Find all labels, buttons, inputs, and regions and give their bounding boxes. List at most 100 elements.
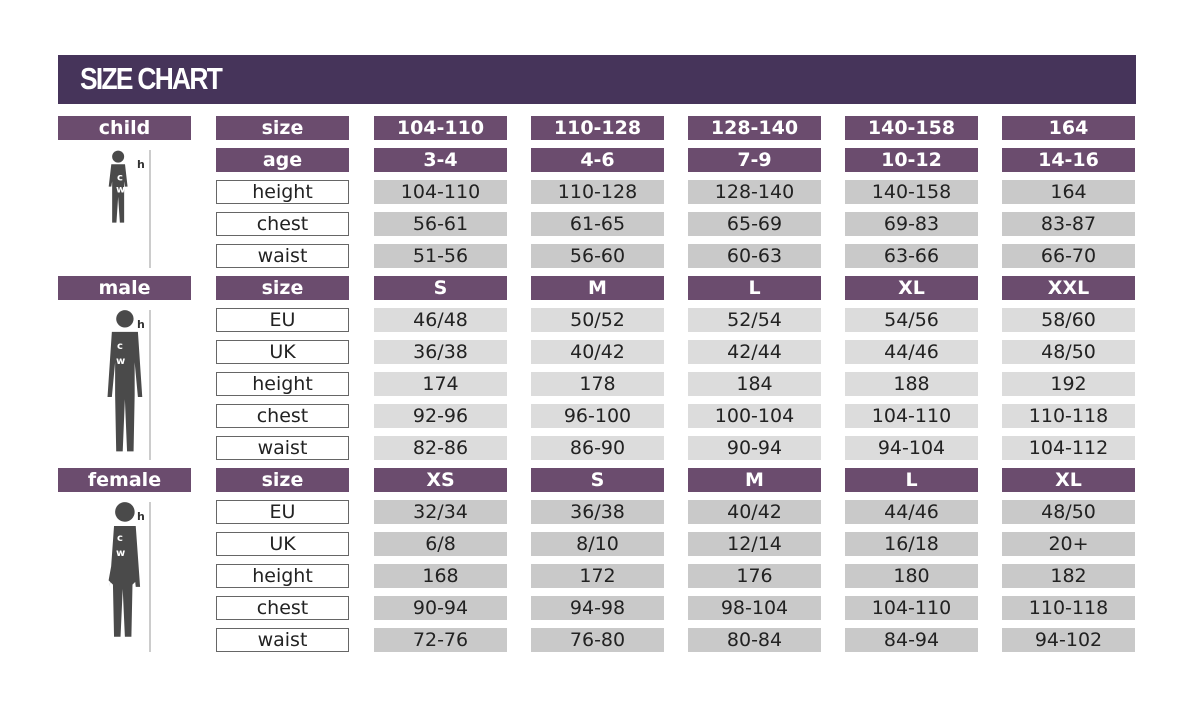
chest-marker: c [117, 172, 123, 183]
table-cell: 110-118 [1002, 596, 1135, 620]
row-label: chest [216, 404, 349, 428]
row-label: waist [216, 436, 349, 460]
table-cell: 40/42 [688, 500, 821, 524]
table-cell: 192 [1002, 372, 1135, 396]
table-cell: 188 [845, 372, 978, 396]
waist-marker: w [116, 184, 125, 195]
table-cell: 164 [1002, 180, 1135, 204]
page-title: SIZE CHART [80, 61, 223, 96]
header-cell: 4-6 [531, 148, 664, 172]
table-cell: 6/8 [374, 532, 507, 556]
row-label: waist [216, 244, 349, 268]
header-cell: S [374, 276, 507, 300]
table-cell: 110-118 [1002, 404, 1135, 428]
header-label: size [216, 116, 349, 140]
table-cell: 12/14 [688, 532, 821, 556]
table-cell: 104-110 [374, 180, 507, 204]
table-cell: 82-86 [374, 436, 507, 460]
header-cell: 3-4 [374, 148, 507, 172]
header-cell: 104-110 [374, 116, 507, 140]
table-cell: 90-94 [688, 436, 821, 460]
height-marker: h [137, 510, 145, 523]
table-cell: 104-112 [1002, 436, 1135, 460]
table-cell: 104-110 [845, 596, 978, 620]
table-cell: 98-104 [688, 596, 821, 620]
table-cell: 94-102 [1002, 628, 1135, 652]
table-cell: 182 [1002, 564, 1135, 588]
header-cell: 140-158 [845, 116, 978, 140]
table-cell: 48/50 [1002, 500, 1135, 524]
header-cell: L [688, 276, 821, 300]
table-cell: 94-98 [531, 596, 664, 620]
table-cell: 83-87 [1002, 212, 1135, 236]
height-marker: h [137, 318, 145, 331]
table-cell: 140-158 [845, 180, 978, 204]
table-cell: 100-104 [688, 404, 821, 428]
row-label: height [216, 180, 349, 204]
row-label: height [216, 564, 349, 588]
table-cell: 51-56 [374, 244, 507, 268]
table-cell: 36/38 [374, 340, 507, 364]
table-cell: 110-128 [531, 180, 664, 204]
table-cell: 94-104 [845, 436, 978, 460]
row-label: EU [216, 308, 349, 332]
table-cell: 65-69 [688, 212, 821, 236]
table-cell: 176 [688, 564, 821, 588]
table-cell: 63-66 [845, 244, 978, 268]
header-label: age [216, 148, 349, 172]
table-cell: 184 [688, 372, 821, 396]
chest-marker: c [117, 533, 123, 544]
header-cell: M [531, 276, 664, 300]
table-cell: 104-110 [845, 404, 978, 428]
row-label: waist [216, 628, 349, 652]
height-marker: h [137, 158, 145, 171]
table-cell: 174 [374, 372, 507, 396]
table-cell: 72-76 [374, 628, 507, 652]
waist-marker: w [116, 548, 125, 559]
table-cell: 44/46 [845, 340, 978, 364]
header-cell: 164 [1002, 116, 1135, 140]
table-cell: 128-140 [688, 180, 821, 204]
header-label: size [216, 276, 349, 300]
table-cell: 58/60 [1002, 308, 1135, 332]
table-cell: 66-70 [1002, 244, 1135, 268]
section-label-male: male [58, 276, 191, 300]
header-cell: 128-140 [688, 116, 821, 140]
header-cell: XL [845, 276, 978, 300]
table-cell: 80-84 [688, 628, 821, 652]
table-cell: 54/56 [845, 308, 978, 332]
table-cell: 36/38 [531, 500, 664, 524]
header-cell: S [531, 468, 664, 492]
table-cell: 178 [531, 372, 664, 396]
table-cell: 50/52 [531, 308, 664, 332]
table-cell: 8/10 [531, 532, 664, 556]
row-label: height [216, 372, 349, 396]
table-cell: 20+ [1002, 532, 1135, 556]
header-cell: XS [374, 468, 507, 492]
table-cell: 56-60 [531, 244, 664, 268]
table-cell: 32/34 [374, 500, 507, 524]
header-cell: 7-9 [688, 148, 821, 172]
table-cell: 84-94 [845, 628, 978, 652]
header-cell: XXL [1002, 276, 1135, 300]
table-cell: 42/44 [688, 340, 821, 364]
table-cell: 180 [845, 564, 978, 588]
table-cell: 86-90 [531, 436, 664, 460]
table-cell: 56-61 [374, 212, 507, 236]
header-cell: L [845, 468, 978, 492]
table-cell: 76-80 [531, 628, 664, 652]
header-cell: M [688, 468, 821, 492]
table-cell: 40/42 [531, 340, 664, 364]
table-cell: 48/50 [1002, 340, 1135, 364]
table-cell: 69-83 [845, 212, 978, 236]
table-cell: 168 [374, 564, 507, 588]
header-cell: 110-128 [531, 116, 664, 140]
table-cell: 61-65 [531, 212, 664, 236]
header-cell: XL [1002, 468, 1135, 492]
row-label: EU [216, 500, 349, 524]
section-label-female: female [58, 468, 191, 492]
waist-marker: w [116, 356, 125, 367]
header-cell: 14-16 [1002, 148, 1135, 172]
